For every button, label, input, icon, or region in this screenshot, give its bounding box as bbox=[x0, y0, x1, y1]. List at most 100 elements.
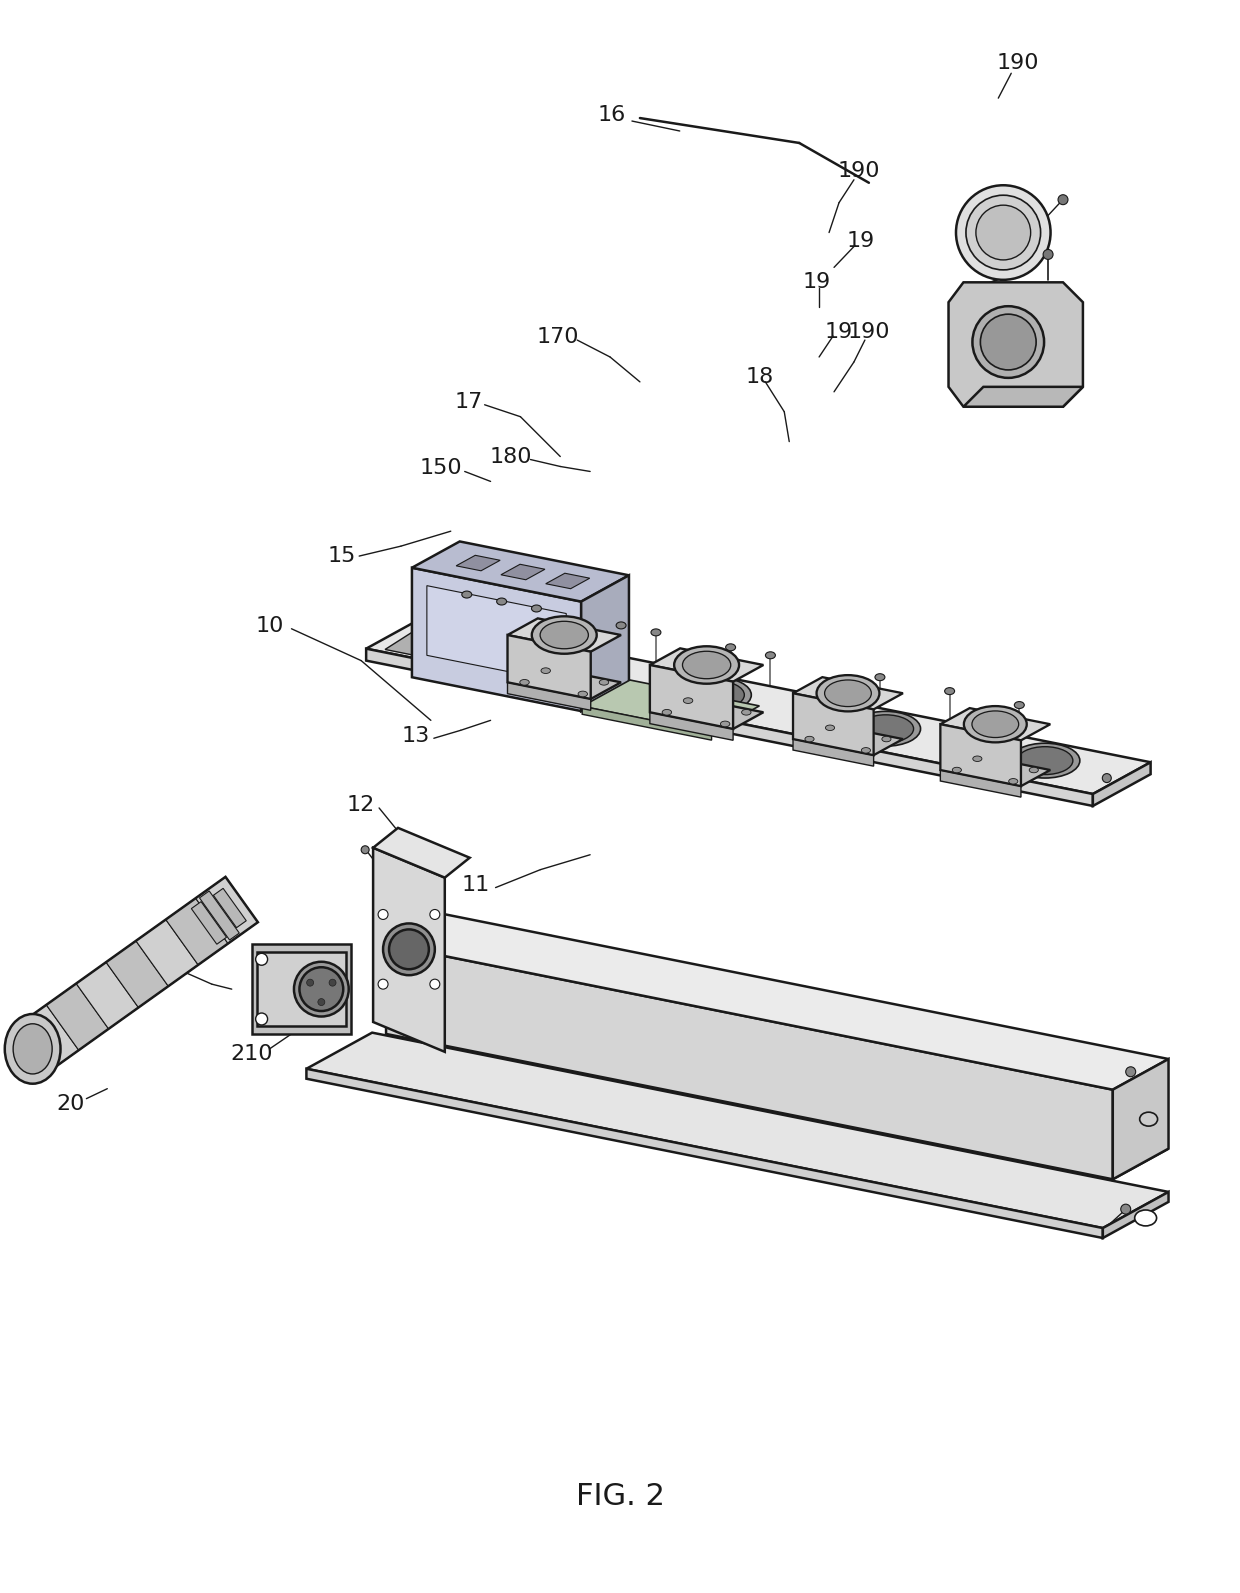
Polygon shape bbox=[794, 677, 903, 709]
Ellipse shape bbox=[966, 196, 1040, 269]
Polygon shape bbox=[1102, 1192, 1168, 1238]
Ellipse shape bbox=[389, 929, 429, 969]
Ellipse shape bbox=[378, 980, 388, 989]
Ellipse shape bbox=[599, 680, 609, 685]
Text: 20: 20 bbox=[56, 1094, 84, 1114]
Ellipse shape bbox=[963, 706, 1027, 742]
Ellipse shape bbox=[858, 715, 914, 742]
Text: 180: 180 bbox=[490, 446, 532, 467]
Ellipse shape bbox=[532, 616, 596, 653]
Ellipse shape bbox=[945, 688, 955, 695]
Text: 19: 19 bbox=[847, 231, 875, 250]
Ellipse shape bbox=[329, 980, 336, 986]
Polygon shape bbox=[582, 575, 629, 710]
Ellipse shape bbox=[688, 680, 744, 709]
Polygon shape bbox=[940, 725, 1021, 785]
Ellipse shape bbox=[862, 747, 870, 753]
Ellipse shape bbox=[1102, 774, 1111, 782]
Ellipse shape bbox=[294, 962, 348, 1016]
Ellipse shape bbox=[1126, 1067, 1136, 1077]
Polygon shape bbox=[650, 664, 733, 730]
Ellipse shape bbox=[851, 712, 920, 746]
Ellipse shape bbox=[1017, 747, 1073, 774]
Text: 150: 150 bbox=[419, 459, 463, 478]
Polygon shape bbox=[794, 693, 874, 755]
Ellipse shape bbox=[805, 736, 815, 742]
Text: 21: 21 bbox=[160, 959, 188, 980]
Ellipse shape bbox=[1029, 768, 1038, 773]
Polygon shape bbox=[373, 828, 470, 878]
Ellipse shape bbox=[956, 185, 1050, 280]
Ellipse shape bbox=[461, 591, 471, 597]
Ellipse shape bbox=[1011, 744, 1080, 777]
Ellipse shape bbox=[651, 629, 661, 636]
Polygon shape bbox=[501, 564, 544, 580]
Ellipse shape bbox=[5, 1015, 61, 1083]
Polygon shape bbox=[191, 902, 227, 945]
Ellipse shape bbox=[378, 910, 388, 919]
Polygon shape bbox=[366, 616, 1151, 793]
Polygon shape bbox=[386, 945, 1112, 1179]
Ellipse shape bbox=[976, 205, 1030, 260]
Polygon shape bbox=[427, 586, 567, 683]
Ellipse shape bbox=[875, 674, 885, 680]
Polygon shape bbox=[507, 666, 621, 699]
Ellipse shape bbox=[497, 597, 507, 605]
Ellipse shape bbox=[306, 980, 314, 986]
Polygon shape bbox=[794, 739, 874, 766]
Ellipse shape bbox=[742, 709, 751, 715]
Polygon shape bbox=[213, 889, 247, 927]
Text: 10: 10 bbox=[255, 616, 284, 636]
Ellipse shape bbox=[430, 980, 440, 989]
Ellipse shape bbox=[683, 698, 693, 704]
Polygon shape bbox=[136, 919, 198, 986]
Ellipse shape bbox=[972, 306, 1044, 378]
Ellipse shape bbox=[361, 846, 370, 854]
Polygon shape bbox=[306, 1069, 1102, 1238]
Ellipse shape bbox=[952, 768, 961, 773]
Text: 16: 16 bbox=[598, 105, 626, 126]
Ellipse shape bbox=[1121, 1204, 1131, 1214]
Polygon shape bbox=[963, 387, 1083, 406]
Text: 190: 190 bbox=[838, 161, 880, 182]
Ellipse shape bbox=[383, 924, 435, 975]
Polygon shape bbox=[257, 953, 346, 1026]
Ellipse shape bbox=[616, 621, 626, 629]
Polygon shape bbox=[200, 890, 239, 940]
Ellipse shape bbox=[765, 652, 775, 660]
Ellipse shape bbox=[317, 999, 325, 1005]
Ellipse shape bbox=[520, 680, 529, 685]
Polygon shape bbox=[366, 648, 1092, 806]
Polygon shape bbox=[386, 914, 1168, 1090]
Polygon shape bbox=[582, 680, 759, 733]
Polygon shape bbox=[940, 709, 1050, 741]
Polygon shape bbox=[76, 962, 139, 1029]
Ellipse shape bbox=[826, 725, 835, 731]
Text: 190: 190 bbox=[997, 53, 1039, 73]
Text: 15: 15 bbox=[327, 546, 356, 566]
Ellipse shape bbox=[972, 710, 1019, 738]
Text: 12: 12 bbox=[347, 795, 376, 816]
Text: 18: 18 bbox=[745, 366, 774, 387]
Ellipse shape bbox=[1014, 701, 1024, 709]
Polygon shape bbox=[456, 556, 500, 570]
Polygon shape bbox=[794, 723, 903, 755]
Polygon shape bbox=[940, 753, 1050, 785]
Ellipse shape bbox=[1135, 1211, 1157, 1227]
Polygon shape bbox=[412, 542, 629, 602]
Ellipse shape bbox=[662, 709, 672, 715]
Ellipse shape bbox=[817, 675, 879, 712]
Polygon shape bbox=[1092, 763, 1151, 806]
Polygon shape bbox=[166, 898, 228, 965]
Polygon shape bbox=[373, 847, 445, 1051]
Ellipse shape bbox=[720, 722, 730, 726]
Ellipse shape bbox=[882, 736, 892, 742]
Polygon shape bbox=[1112, 1059, 1168, 1179]
Polygon shape bbox=[582, 706, 712, 741]
Polygon shape bbox=[196, 876, 258, 943]
Polygon shape bbox=[46, 983, 109, 1050]
Text: 19: 19 bbox=[804, 272, 831, 292]
Polygon shape bbox=[650, 648, 764, 682]
Polygon shape bbox=[16, 1005, 78, 1072]
Text: 190: 190 bbox=[848, 322, 890, 342]
